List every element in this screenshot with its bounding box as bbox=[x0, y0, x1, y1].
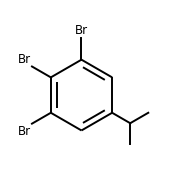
Text: Br: Br bbox=[18, 125, 31, 138]
Text: Br: Br bbox=[75, 24, 88, 37]
Text: Br: Br bbox=[18, 53, 31, 66]
